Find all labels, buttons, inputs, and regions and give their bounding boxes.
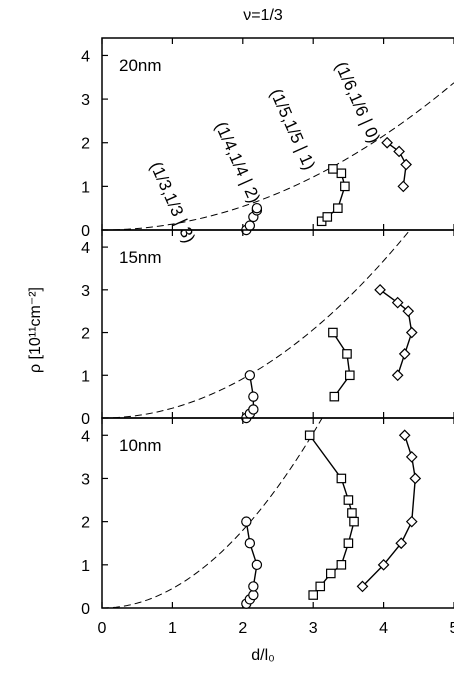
series-line-diamond <box>386 142 407 187</box>
y-tick-label: 0 <box>81 411 90 428</box>
data-point-circle <box>251 202 263 214</box>
data-point-circle <box>244 220 256 231</box>
data-point-square <box>328 327 338 338</box>
y-tick-label: 2 <box>81 515 90 532</box>
y-tick-label: 2 <box>81 136 90 153</box>
data-point-square <box>336 560 347 570</box>
data-point-diamond <box>398 429 411 442</box>
data-point-circle <box>248 391 259 402</box>
x-tick-label: 3 <box>309 620 318 637</box>
data-point-diamond <box>402 305 415 318</box>
data-point-diamond <box>398 348 411 360</box>
y-tick-label: 0 <box>81 601 90 618</box>
data-point-square <box>326 568 336 579</box>
data-point-circle <box>248 404 259 415</box>
x-axis-label: d/l₀ <box>251 647 275 664</box>
data-point-circle <box>244 538 256 549</box>
data-point-diamond <box>405 326 418 339</box>
y-tick-label: 3 <box>81 283 90 300</box>
panel-label: 20nm <box>119 56 162 75</box>
y-tick-label: 3 <box>81 471 90 488</box>
data-point-square <box>349 516 359 527</box>
panel-frame <box>101 417 454 609</box>
data-point-diamond <box>377 558 390 571</box>
dashed-curve <box>102 230 411 418</box>
panel-15nm: 0 1 2 3 4 15nm <box>81 229 454 428</box>
dashed-curve <box>102 418 323 608</box>
x-tick-label: 0 <box>98 620 107 637</box>
data-point-circle <box>248 589 259 601</box>
data-point-square <box>304 430 315 441</box>
annotation-label: (1/5,1/5 | 1) <box>266 86 319 173</box>
data-point-diamond <box>395 537 408 550</box>
data-point-square <box>322 212 333 222</box>
y-tick-label: 4 <box>81 240 90 257</box>
data-point-diamond <box>397 180 410 193</box>
data-point-square <box>328 164 338 174</box>
series-line-square <box>309 434 355 596</box>
data-point-square <box>333 203 343 213</box>
data-point-circle <box>244 370 256 381</box>
annotation-label: (1/6,1/6 | 0) <box>331 59 384 146</box>
data-point-square <box>342 349 352 359</box>
annotation-label: (1/4,1/4 | 2) <box>211 119 264 206</box>
data-point-square <box>343 538 354 549</box>
data-point-diamond <box>409 472 422 485</box>
panel-label: 15nm <box>119 248 162 267</box>
x-tick-label: 5 <box>450 620 454 637</box>
y-tick-label: 1 <box>81 368 90 385</box>
y-tick-label: 4 <box>81 428 90 445</box>
y-tick-label: 3 <box>81 92 90 109</box>
data-point-diamond <box>400 158 412 171</box>
data-point-diamond <box>391 369 404 382</box>
y-tick-label: 2 <box>81 326 90 343</box>
figure-title: ν=1/3 <box>243 7 283 24</box>
data-point-circle <box>251 559 263 571</box>
y-axis-label: ρ [10¹¹cm⁻²] <box>27 287 44 373</box>
x-tick-label: 1 <box>168 620 177 637</box>
series-line-square <box>332 332 351 398</box>
data-point-diamond <box>374 283 386 296</box>
data-point-square <box>343 495 354 505</box>
y-tick-label: 1 <box>81 558 90 575</box>
data-point-square <box>347 508 357 518</box>
y-tick-label: 0 <box>81 223 90 240</box>
panel-10nm: 0 1 2 3 4 10nm <box>81 417 454 618</box>
data-point-square <box>308 590 318 600</box>
data-point-square <box>329 391 340 402</box>
panel-label: 10nm <box>119 436 162 455</box>
data-point-square <box>340 181 350 192</box>
data-point-diamond <box>356 580 369 593</box>
data-point-diamond <box>405 451 418 463</box>
data-point-circle <box>248 581 259 592</box>
data-point-square <box>315 581 326 592</box>
data-point-diamond <box>405 515 418 528</box>
data-point-circle <box>241 516 252 527</box>
y-tick-label: 1 <box>81 179 90 196</box>
dashed-curve <box>102 82 454 230</box>
data-point-diamond <box>393 145 405 158</box>
data-point-square <box>336 473 347 484</box>
data-point-square <box>336 168 347 179</box>
data-point-diamond <box>381 136 393 149</box>
y-tick-label: 4 <box>81 48 90 65</box>
x-tick-label: 4 <box>379 620 388 637</box>
data-point-diamond <box>391 296 404 309</box>
x-tick-label: 2 <box>238 620 247 637</box>
data-point-square <box>345 370 355 381</box>
